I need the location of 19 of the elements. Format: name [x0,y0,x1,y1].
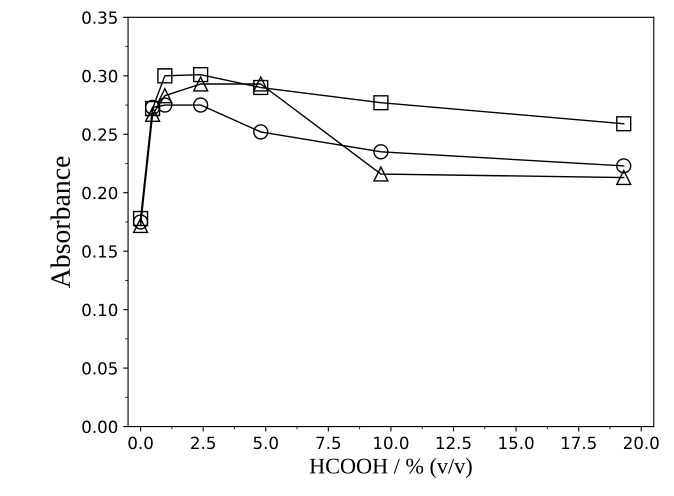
x-tick-label: 0.0 [128,436,153,450]
y-tick-label: 0.25 [82,128,117,141]
x-tick-label: 17.5 [562,436,596,450]
y-tick-label: 0.20 [82,186,118,200]
y-tick-label: 0.10 [82,304,118,316]
x-tick-label: 20.0 [624,436,659,450]
y-tick-label: 0.15 [82,245,117,258]
y-tick-label: 0.00 [82,420,118,434]
y-tick-label: 0.30 [82,70,118,82]
x-axis-title: HCOOH / % (v/v) [310,458,472,478]
x-tick-label: 10.0 [374,436,408,450]
y-axis-title: Absorbance [50,156,70,288]
x-tick-label: 5.0 [254,436,278,450]
y-tick-label: 0.05 [82,362,117,375]
x-tick-label: 15.0 [499,436,534,450]
x-tick-label: 12.5 [436,436,471,450]
y-tick-label: 0.35 [82,11,117,24]
x-tick-label: 7.5 [316,436,340,450]
x-tick-label: 2.5 [191,436,215,450]
